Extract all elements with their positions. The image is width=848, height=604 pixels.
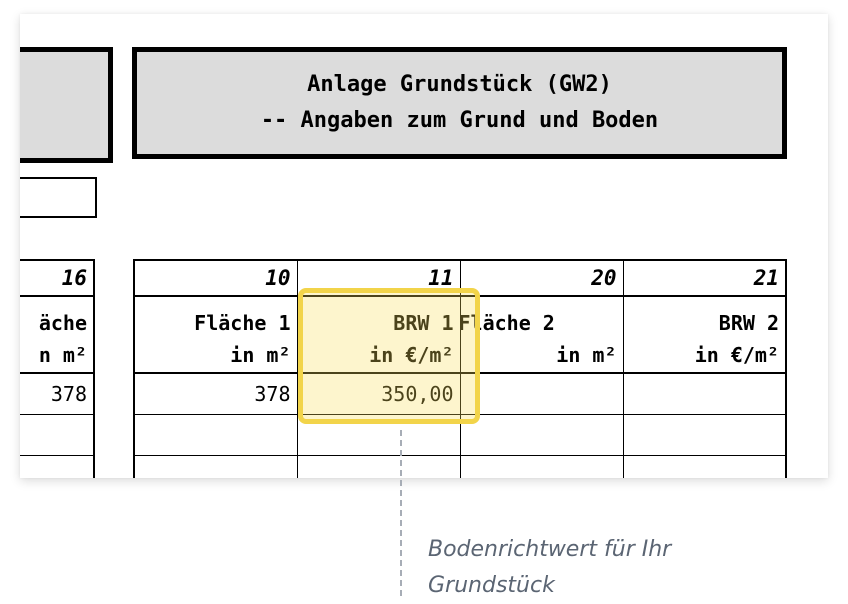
table-cell[interactable] <box>20 414 95 456</box>
table-cell[interactable] <box>623 414 786 456</box>
column-header-flaeche-2: Fläche 2 <box>460 296 624 337</box>
table-cell[interactable] <box>460 414 624 456</box>
column-number-20: 20 <box>460 259 624 297</box>
callout-line1: Bodenrichtwert für Ihr <box>428 537 672 562</box>
callout-connector-line <box>400 430 402 596</box>
table-cell[interactable] <box>134 414 298 456</box>
table-cell[interactable] <box>297 455 461 478</box>
brw-highlight-frame <box>298 288 480 424</box>
form-title-box: Anlage Grundstück (GW2) -- Angaben zum G… <box>132 47 787 159</box>
cell-flaeche-2[interactable] <box>460 373 624 415</box>
form-title-line2: -- Angaben zum Grund und Boden <box>260 108 659 133</box>
land-data-table: 10 11 20 21 Fläche 1 BRW 1 Fläche 2 BRW … <box>133 259 787 478</box>
table-cell[interactable] <box>20 455 95 478</box>
left-table: 16 äche n m² 378 <box>20 259 95 478</box>
column-header-line1: äche <box>20 296 95 337</box>
column-number: 16 <box>20 259 95 297</box>
cell-flaeche-1[interactable]: 378 <box>134 373 298 415</box>
left-input-field[interactable] <box>20 177 97 218</box>
column-number-21: 21 <box>623 259 786 297</box>
table-cell[interactable] <box>623 455 786 478</box>
table-cell[interactable] <box>134 455 298 478</box>
form-title-line1: Anlage Grundstück (GW2) <box>307 72 612 97</box>
column-header-flaeche-1: Fläche 1 <box>134 296 298 337</box>
left-header-box <box>20 47 113 163</box>
column-header-brw-1: BRW 1 <box>297 296 461 337</box>
cell-brw-1[interactable]: 350,00 <box>297 373 461 415</box>
table-cell[interactable] <box>460 455 624 478</box>
column-header-brw-2: BRW 2 <box>718 311 779 335</box>
column-unit-flaeche-1: in m² <box>134 337 298 374</box>
column-unit-flaeche-2: in m² <box>460 337 624 374</box>
column-unit-brw-1: in €/m² <box>297 337 461 374</box>
column-header-line2: n m² <box>20 337 95 374</box>
column-unit-brw-2: in €/m² <box>623 337 786 374</box>
cell-brw-2[interactable] <box>623 373 786 415</box>
callout-text: Bodenrichtwert für Ihr Grundstück <box>428 532 728 604</box>
form-sheet: Anlage Grundstück (GW2) -- Angaben zum G… <box>20 14 828 478</box>
table-cell[interactable]: 378 <box>20 373 95 415</box>
callout-line2: Grundstück <box>428 573 555 598</box>
column-number-10: 10 <box>134 259 298 297</box>
